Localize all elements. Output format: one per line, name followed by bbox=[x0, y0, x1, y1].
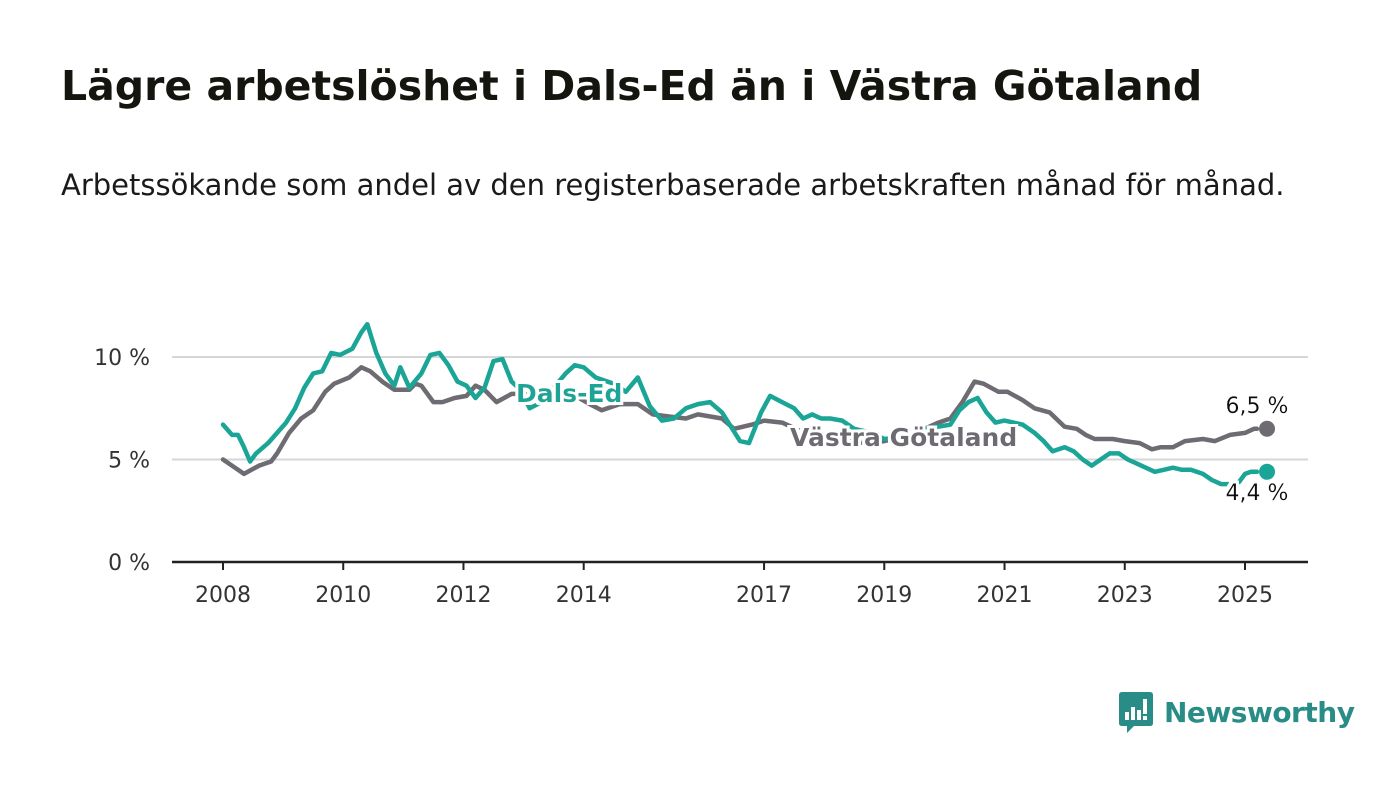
x-tick-label: 2014 bbox=[556, 583, 612, 608]
series-end-point bbox=[1259, 420, 1276, 437]
brand-name: Newsworthy bbox=[1164, 695, 1355, 729]
x-tick-label: 2019 bbox=[856, 583, 912, 608]
axes: 0 % 5 % 10 % 2008 2010 2012 2014 2017 2019 2021 20… bbox=[94, 346, 1308, 608]
end-value-label: 4,4 % bbox=[1226, 481, 1289, 506]
x-tick-label: 2025 bbox=[1217, 583, 1273, 608]
series-lines bbox=[220, 321, 1276, 487]
x-tick-label: 2010 bbox=[315, 583, 371, 608]
gridlines bbox=[172, 356, 1308, 461]
series-labels: Västra Götaland Dals-Ed 6,5 % 4,4 % bbox=[516, 379, 1288, 506]
chart-subtitle: Arbetssökande som andel av den registerb… bbox=[61, 168, 1285, 202]
chart-title: Lägre arbetslöshet i Dals-Ed än i Västra… bbox=[61, 62, 1203, 110]
end-value-label: 6,5 % bbox=[1226, 394, 1289, 419]
series-end-point bbox=[1259, 463, 1276, 480]
x-tick-label: 2017 bbox=[736, 583, 792, 608]
newsworthy-logo: Newsworthy bbox=[1118, 690, 1355, 734]
x-tick-label: 2012 bbox=[435, 583, 491, 608]
series-label-vastra-gotaland: Västra Götaland bbox=[790, 423, 1017, 452]
y-tick-label: 10 % bbox=[94, 346, 150, 371]
bar-chart-speech-bubble-icon bbox=[1119, 692, 1153, 733]
series-line-dals-ed bbox=[220, 321, 1260, 487]
series-line-vastra-gotaland bbox=[220, 365, 1260, 477]
x-tick-label: 2023 bbox=[1097, 583, 1153, 608]
x-tick-label: 2008 bbox=[195, 583, 251, 608]
y-tick-label: 5 % bbox=[108, 449, 150, 474]
series-label-dals-ed: Dals-Ed bbox=[516, 379, 622, 408]
x-tick-label: 2021 bbox=[977, 583, 1033, 608]
y-tick-label: 0 % bbox=[108, 551, 150, 576]
